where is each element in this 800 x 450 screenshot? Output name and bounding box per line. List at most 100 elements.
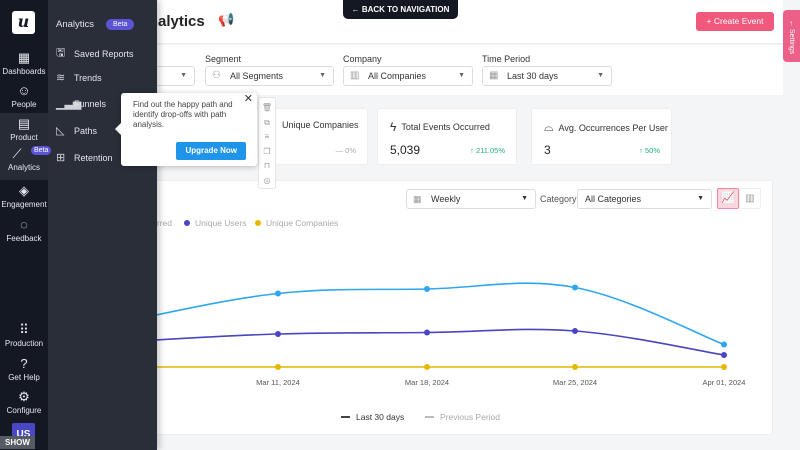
rail-configure[interactable]: ⚙ Configure (0, 389, 48, 415)
floating-toolbar: 🗑 ⧉ ≡ ❐ ⊓ ◎ (258, 97, 276, 189)
legend-label: Unique Companies (266, 218, 339, 228)
rail-label: People (11, 100, 37, 109)
chevron-down-icon: ▼ (597, 72, 604, 79)
rail-people[interactable]: ☺ People (0, 83, 48, 109)
card-value: 3 (544, 143, 551, 157)
analytics-panel: Analytics Beta 🖫 Saved Reports ≋ Trends ▁▃▅… (48, 0, 157, 450)
legend-item[interactable]: Unique Users (184, 218, 247, 228)
rail-production[interactable]: ⠿ Production (0, 322, 48, 348)
analytics-icon: ⟋ (12, 146, 22, 161)
paths-icon: ◺ (56, 125, 65, 137)
period-label: Time Period (482, 54, 531, 64)
interval-value: Weekly (431, 194, 461, 204)
segment-label: Segment (205, 54, 242, 64)
retention-icon: ⊞ (56, 152, 66, 164)
segment-select[interactable]: ⚇ All Segments ▼ (205, 66, 334, 86)
chart-card: ▦Weekly▼ Category All Categories▼ 📈 ▥ To… (140, 180, 773, 435)
panel-title-text: Analytics (56, 19, 95, 30)
data-point[interactable] (275, 331, 281, 337)
period-select[interactable]: ▦ Last 30 days ▼ (482, 66, 612, 86)
data-point[interactable] (721, 364, 727, 370)
chevron-down-icon: ▼ (180, 72, 187, 79)
panel-item-label: Paths (74, 125, 98, 136)
card-title: Total Events Occurred (401, 122, 490, 132)
gear-icon: ⚙ (18, 389, 30, 404)
card-delta: ↑ 50% (639, 146, 660, 155)
arrow-left-icon: ← (351, 5, 362, 14)
data-point[interactable] (275, 364, 281, 370)
delete-icon[interactable]: 🗑 (261, 103, 273, 112)
card-delta: — 0% (335, 146, 356, 155)
data-point[interactable] (721, 341, 727, 348)
data-point[interactable] (572, 364, 578, 370)
x-tick-label: Mar 18, 2024 (404, 378, 450, 387)
chevron-down-icon: ▼ (697, 195, 704, 202)
bookmark-icon[interactable]: ⊓ (263, 161, 271, 170)
create-label: Create Event (713, 16, 764, 26)
panel-title: Analytics Beta (56, 19, 135, 30)
building-icon: ▥ (350, 70, 360, 81)
panel-item-saved-reports[interactable]: 🖫 Saved Reports (56, 44, 134, 63)
chevron-down-icon: ▼ (458, 72, 465, 79)
line-chart-toggle[interactable]: 📈 (717, 188, 739, 209)
help-icon: ? (20, 356, 28, 371)
megaphone-icon[interactable]: 📢 (218, 12, 235, 27)
people-icon: ⚇ (212, 70, 221, 81)
legend-dot (184, 220, 190, 226)
data-point[interactable] (572, 328, 578, 334)
legend-label: Unique Users (195, 218, 247, 228)
rail-engagement[interactable]: ◈ Engagement (0, 183, 48, 209)
rail-dashboards[interactable]: ▦ Dashboards (0, 50, 48, 76)
bar-chart-toggle[interactable]: ▥ (739, 188, 761, 209)
rail-label: Production (4, 339, 44, 348)
legend-previous-period[interactable]: Previous Period (425, 412, 500, 422)
lightning-icon: ϟ (390, 120, 397, 134)
paths-tooltip: ✕ Find out the happy path and identify d… (115, 93, 257, 166)
target-icon[interactable]: ◎ (263, 175, 271, 185)
data-point[interactable] (721, 352, 727, 358)
close-icon[interactable]: ✕ (243, 93, 253, 105)
stat-card-total-events: ϟ Total Events Occurred 5,039 ↑ 211.05% (377, 108, 517, 165)
stat-card-avg-occurrences: ⌓ Avg. Occurrences Per User 3 ↑ 50% (531, 108, 672, 165)
rail-get-help[interactable]: ? Get Help (0, 356, 48, 382)
rail-feedback[interactable]: ◌ Feedback (0, 217, 48, 243)
duplicate-icon[interactable]: ❐ (263, 146, 271, 156)
dashed-line-icon (425, 416, 434, 418)
panel-item-paths[interactable]: ◺ Paths (56, 124, 97, 137)
calendar-icon: ▦ (413, 194, 422, 204)
tooltip-text: Find out the happy path and identify dro… (133, 100, 233, 129)
create-event-button[interactable]: + Create Event (696, 12, 774, 31)
upgrade-now-button[interactable]: Upgrade Now (176, 142, 246, 160)
data-point[interactable] (275, 290, 281, 297)
rail-analytics[interactable]: ⟋ Beta Analytics (0, 146, 52, 180)
app-logo[interactable]: u (12, 11, 35, 34)
panel-item-trends[interactable]: ≋ Trends (56, 71, 102, 84)
interval-select[interactable]: ▦ Weekly ▼ (406, 189, 536, 209)
legend-last-30-days[interactable]: Last 30 days (341, 412, 404, 422)
rail-label: Product (10, 133, 38, 142)
data-point[interactable] (424, 286, 430, 292)
panel-item-retention[interactable]: ⊞ Retention (56, 151, 113, 164)
chevron-down-icon: ▼ (319, 72, 326, 79)
trends-icon: ≋ (56, 72, 66, 84)
panel-item-funnels[interactable]: ▁▃▅ Funnels (56, 97, 106, 110)
rail-label: Dashboards (2, 67, 46, 76)
category-select[interactable]: All Categories ▼ (577, 189, 712, 209)
back-to-navigation-button[interactable]: ← BACK TO NAVIGATION (343, 0, 458, 19)
legend-item[interactable]: Unique Companies (255, 218, 338, 228)
layers-icon: ◈ (19, 183, 29, 198)
arrow-left-icon: ← (788, 20, 795, 30)
filter-icon[interactable]: ≡ (264, 132, 270, 141)
x-tick-label: Mar 11, 2024 (256, 378, 300, 387)
copy-icon[interactable]: ⧉ (264, 117, 270, 127)
show-button[interactable]: SHOW (0, 436, 35, 449)
people-icon: ☺ (17, 83, 31, 98)
company-select[interactable]: ▥ All Companies ▼ (343, 66, 473, 86)
data-point[interactable] (424, 364, 430, 370)
product-icon: ▤ (17, 116, 31, 131)
settings-tab[interactable]: ← Settings (783, 10, 800, 62)
data-point[interactable] (424, 329, 430, 336)
data-point[interactable] (572, 284, 578, 291)
plus-icon: + (706, 16, 714, 26)
company-value: All Companies (368, 71, 427, 81)
